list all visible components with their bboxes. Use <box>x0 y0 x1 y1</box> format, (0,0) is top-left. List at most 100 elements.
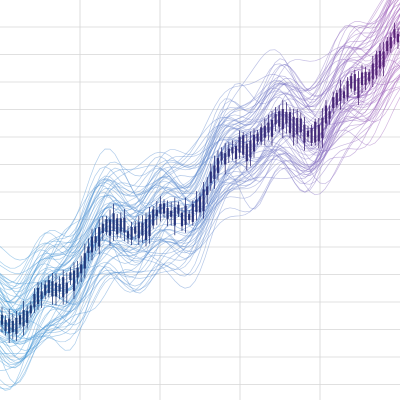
wave-line <box>0 88 400 333</box>
candles <box>0 22 400 343</box>
wave-line <box>0 27 400 342</box>
candle-body <box>357 78 360 99</box>
candle-body <box>18 315 22 325</box>
candle-body <box>155 209 158 217</box>
wave-line <box>0 0 391 261</box>
candle-body <box>0 314 4 325</box>
candle-body <box>238 136 241 153</box>
candle-body <box>184 205 187 225</box>
candle-body <box>36 287 40 305</box>
candle-body <box>87 246 90 253</box>
wave-line <box>0 65 400 351</box>
candle-body <box>270 119 274 137</box>
wave-line <box>0 0 398 294</box>
wave-line <box>0 66 400 345</box>
candle-body <box>335 92 338 106</box>
candle-body <box>198 196 202 213</box>
candle-body <box>33 293 36 308</box>
candle-body <box>108 219 112 236</box>
wave-line <box>0 74 400 365</box>
candle-body <box>80 264 83 274</box>
candle-body <box>285 112 288 124</box>
wave-line <box>0 0 400 269</box>
wave-line <box>0 8 400 285</box>
candle-body <box>220 151 223 161</box>
candle-body <box>191 203 194 222</box>
candle-body <box>47 280 50 294</box>
candle-body <box>274 113 277 125</box>
candle-body <box>141 222 144 236</box>
candle-body <box>288 112 292 134</box>
candle-body <box>339 88 342 102</box>
candle-body <box>137 222 140 239</box>
candle-body <box>346 81 349 98</box>
candle-body <box>378 51 382 69</box>
candle-body <box>72 270 76 291</box>
candle-body <box>206 186 209 196</box>
candle-body <box>368 72 371 82</box>
candle-body <box>213 165 216 179</box>
candle-body <box>195 199 198 213</box>
candle-body <box>101 223 104 234</box>
candle-body <box>267 122 270 133</box>
candle-body <box>256 133 259 142</box>
candle-body <box>26 310 29 324</box>
candle-body <box>4 320 7 331</box>
candle-body <box>94 236 97 243</box>
candle-body <box>260 127 263 142</box>
wave-line <box>0 0 389 303</box>
candle-body <box>245 143 248 162</box>
candle-body <box>306 130 310 137</box>
candle-body <box>15 317 18 335</box>
wave-line <box>0 0 388 274</box>
candle-body <box>54 282 58 297</box>
candle-body <box>170 210 173 217</box>
candle-body <box>328 111 331 119</box>
candle-body <box>58 283 61 292</box>
candle-body <box>382 51 385 67</box>
wave-line <box>0 47 400 369</box>
candle-body <box>44 284 47 296</box>
wave-line <box>0 0 393 302</box>
candle-body <box>40 291 43 300</box>
candle-body <box>202 189 205 212</box>
candle-body <box>242 135 245 155</box>
candle-body <box>29 305 32 314</box>
candle-body <box>281 109 284 130</box>
candle-body <box>393 29 396 38</box>
candle-body <box>134 226 137 234</box>
candle-body <box>224 153 227 165</box>
wave-line <box>0 75 400 365</box>
candle-body <box>317 124 320 142</box>
candle-body <box>11 320 14 332</box>
candle-body <box>396 33 400 43</box>
candle-body <box>159 203 162 214</box>
wave-line <box>0 67 400 343</box>
candle-body <box>166 207 169 219</box>
wave-line <box>0 75 400 391</box>
candle-body <box>353 74 356 91</box>
wave-line <box>0 0 391 325</box>
candle-body <box>234 145 238 159</box>
candle-body <box>252 134 256 152</box>
candle-body <box>69 272 72 280</box>
candle-body <box>116 218 119 235</box>
candle-body <box>310 127 313 143</box>
candle-body <box>188 213 191 221</box>
candle-body <box>249 140 252 158</box>
candle-body <box>371 63 374 80</box>
candle-body <box>105 219 108 233</box>
wave-line <box>0 34 400 368</box>
candle-body <box>375 54 378 76</box>
candle-body <box>152 209 155 226</box>
candle-body <box>321 117 324 139</box>
candle-body <box>278 111 281 127</box>
candle-body <box>123 217 126 233</box>
candle-body <box>162 203 166 214</box>
candle-body <box>112 213 115 232</box>
candle-body <box>231 147 234 154</box>
candle-body <box>299 118 302 133</box>
candle-body <box>65 282 68 294</box>
